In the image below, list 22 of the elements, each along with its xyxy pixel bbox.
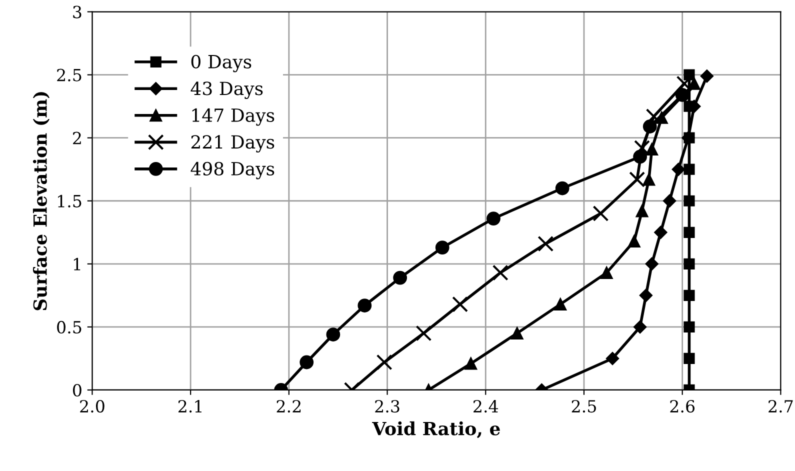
x-tick-label: 2.3 — [375, 400, 400, 413]
y-tick-label: 3 — [73, 6, 82, 18]
x-tick-label: 2.6 — [670, 400, 695, 413]
x-tick-label: 2.2 — [276, 400, 301, 413]
legend-label: 498 Days — [190, 162, 274, 180]
x-tick-label: 2.4 — [474, 400, 498, 413]
y-axis-title: Surface Elevation (m) — [32, 92, 50, 310]
x-tick-label: 2.1 — [178, 400, 202, 413]
x-tick-label: 2.5 — [572, 400, 596, 413]
y-tick-label: 1.5 — [58, 194, 82, 208]
y-tick-label: 0.5 — [57, 320, 82, 334]
legend-label: 147 Days — [192, 108, 274, 126]
y-tick-label: 0 — [72, 384, 82, 397]
x-tick-label: 2.0 — [80, 400, 104, 413]
legend-label: 221 Days — [191, 135, 274, 153]
y-tick-label: 2.5 — [57, 68, 82, 82]
x-tick-label: 2.7 — [768, 400, 793, 413]
legend-label: 43 Days — [190, 82, 263, 99]
y-tick-label: 2 — [73, 132, 81, 144]
legend-label: 0 Days — [191, 54, 252, 72]
y-tick-label: 1 — [74, 258, 80, 270]
x-axis-title: Void Ratio, e — [372, 421, 500, 438]
